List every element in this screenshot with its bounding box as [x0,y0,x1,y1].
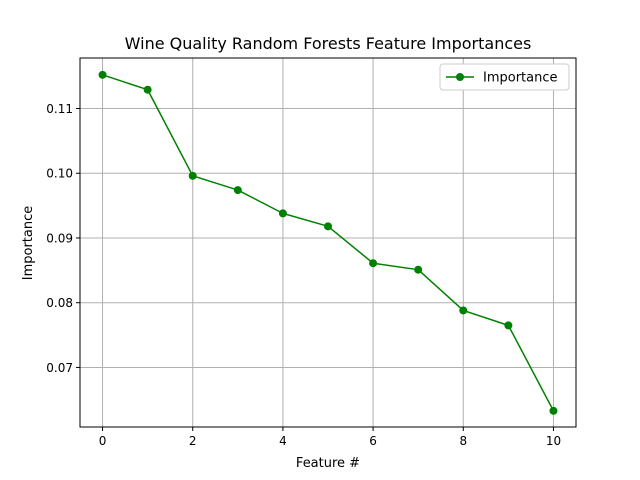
data-point [233,186,242,195]
y-tick-label: 0.08 [46,296,73,310]
x-axis-label: Feature # [296,456,360,471]
legend-label: Importance [483,71,558,86]
y-tick-label: 0.07 [46,361,73,375]
data-point [188,171,197,180]
y-tick-label: 0.10 [46,167,73,181]
legend-marker [456,73,464,81]
y-tick-label: 0.09 [46,231,73,245]
data-point [324,222,332,231]
series [98,70,558,415]
ticks: 0 2 4 6 8 10 0.07 0.08 0.09 0.10 0.11 [46,102,561,448]
x-tick-label: 10 [546,434,561,448]
data-point [459,306,468,315]
x-tick-label: 6 [369,434,377,448]
x-tick-label: 4 [279,434,287,448]
y-axis-label: Importance [21,206,36,281]
data-point [98,70,107,79]
grid [80,58,576,427]
x-tick-label: 2 [189,434,197,448]
data-point [414,265,423,274]
plot-area-background [80,58,576,427]
x-tick-label: 8 [459,434,467,448]
legend-box [439,63,570,91]
data-point [143,85,152,94]
plot-frame [79,57,577,428]
y-tick-label: 0.11 [46,102,73,116]
data-point [504,321,513,330]
x-tick-label: 0 [99,434,107,448]
data-point [549,406,558,415]
data-point [369,259,378,268]
data-point [278,209,287,218]
legend: Importance [439,63,570,91]
chart-title: Wine Quality Random Forests Feature Impo… [125,34,532,53]
